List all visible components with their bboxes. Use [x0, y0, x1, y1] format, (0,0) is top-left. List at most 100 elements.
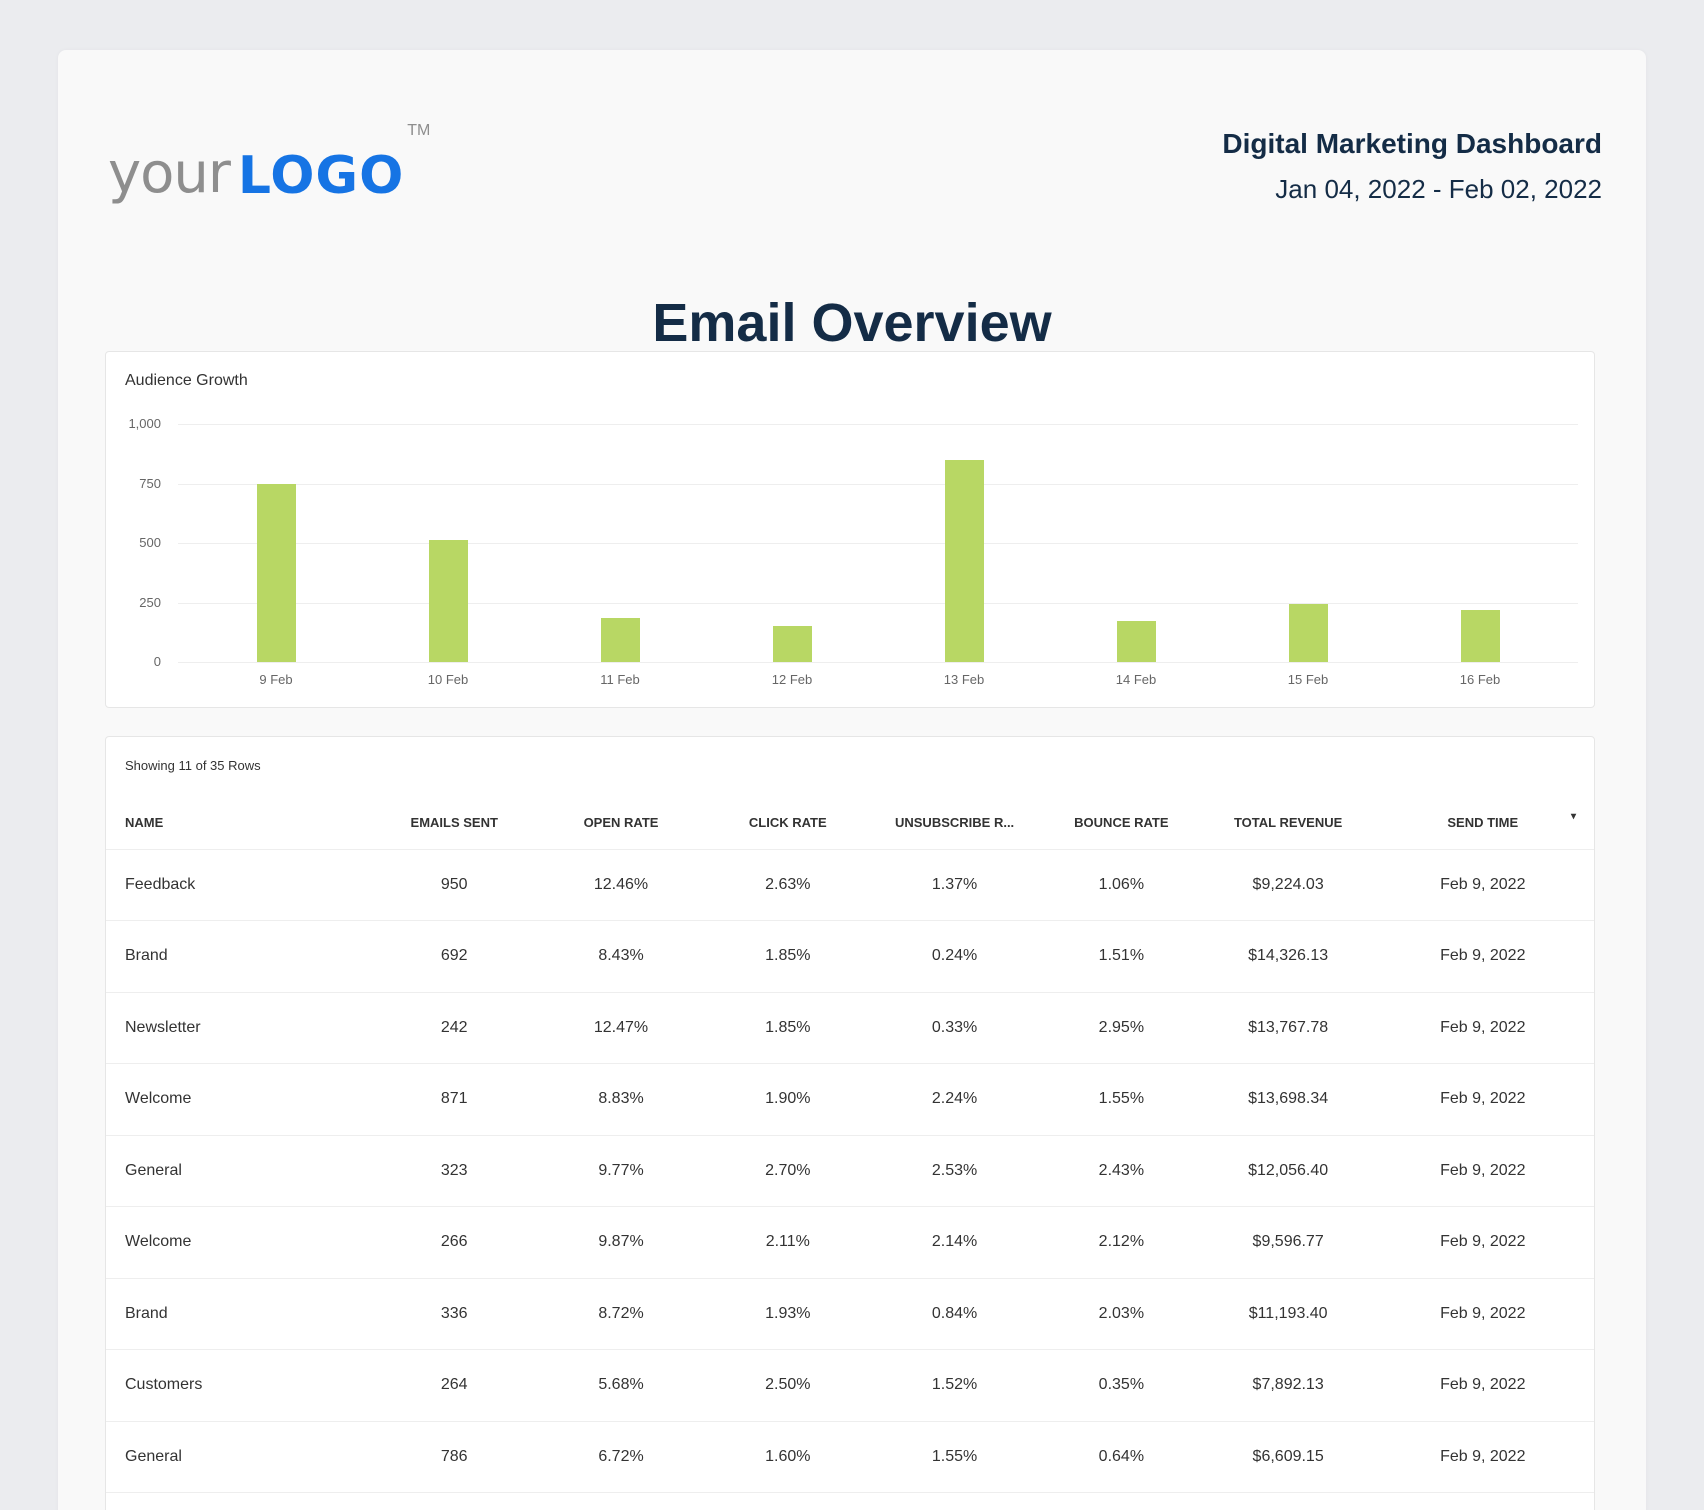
- cell-name: Newsletter: [106, 992, 371, 1064]
- bar[interactable]: [1288, 604, 1328, 662]
- x-axis-tick: 12 Feb: [771, 672, 813, 687]
- column-header-open-rate[interactable]: Open Rate: [537, 797, 705, 850]
- cell-name: General: [106, 1421, 371, 1493]
- cell-click-rate: 2.11%: [704, 1206, 872, 1279]
- table-row[interactable]: Brand 336 8.72% 1.93% 0.84% 2.03% $11,193.40 Fe…: [106, 1278, 1594, 1350]
- cell-total-revenue: $9,224.03: [1204, 849, 1372, 921]
- dashboard-title: Digital Marketing Dashboard: [1222, 128, 1602, 159]
- cell-name: Welcome: [106, 1206, 371, 1279]
- x-axis-tick: 13 Feb: [943, 672, 985, 687]
- cell-send-time: Feb 9, 2022: [1371, 1206, 1594, 1279]
- gridline: [178, 662, 1578, 663]
- table-row[interactable]: Feedback 950 12.46% 2.63% 1.37% 1.06% $9,224.0…: [106, 849, 1594, 921]
- report-header: Digital Marketing Dashboard Jan 04, 2022…: [1222, 128, 1602, 205]
- column-header-emails-sent[interactable]: Emails Sent: [370, 797, 538, 850]
- chart-plot-area: 1,000 750 500 250 0 9 Feb 10 Feb 11 Feb 12 Feb 13…: [128, 416, 1578, 687]
- table-row[interactable]: General 786 6.72% 1.60% 1.55% 0.64% $6,609.15 F…: [106, 1421, 1594, 1493]
- x-axis-tick: 15 Feb: [1287, 672, 1329, 687]
- cell-total-revenue: $13,767.78: [1204, 992, 1372, 1064]
- y-axis-tick: 750: [139, 475, 161, 491]
- bar[interactable]: [256, 483, 296, 662]
- cell-click-rate: 2.50%: [704, 1349, 872, 1422]
- y-axis-tick: 500: [139, 535, 161, 550]
- cell-open-rate: 12.46%: [537, 849, 705, 921]
- logo-brand: LOGO: [237, 146, 405, 206]
- logo-prefix: your: [108, 141, 231, 206]
- table-header-row: Name Emails Sent Open Rate Click Rate Un…: [106, 797, 1594, 850]
- cell-send-time: Feb 9, 2022: [1371, 1421, 1594, 1493]
- cell-emails-sent: 786: [370, 1421, 538, 1493]
- bar[interactable]: [944, 459, 984, 662]
- cell-send-time: Feb 9, 2022: [1371, 920, 1594, 993]
- cell-total-revenue: $6,609.15: [1204, 1421, 1372, 1493]
- send-time-label: Send Time: [1447, 815, 1519, 831]
- cell-bounce-rate: 0.35%: [1037, 1349, 1205, 1422]
- cell-click-rate: 2.63%: [704, 849, 872, 921]
- cell-open-rate: 8.83%: [537, 1063, 705, 1136]
- cell-send-time: Feb 9, 2022: [1371, 1135, 1594, 1207]
- audience-growth-chart: Audience Growth 1,000 750 500 250 0 9 Feb 10 F…: [105, 351, 1595, 708]
- logo: your LOGO TM: [108, 122, 430, 206]
- table-row[interactable]: Welcome 871 8.83% 1.90% 2.24% 1.55% $13,698.34…: [106, 1063, 1594, 1136]
- cell-open-rate: 9.87%: [537, 1206, 705, 1279]
- cell-unsubscribe-rate: 0.33%: [871, 992, 1038, 1064]
- bar[interactable]: [1116, 620, 1156, 662]
- cell-click-rate: 1.60%: [704, 1421, 872, 1493]
- cell-click-rate: 1.90%: [704, 1063, 872, 1136]
- cell-name: Brand: [106, 1278, 371, 1350]
- cell-open-rate: 8.72%: [537, 1278, 705, 1350]
- cell-bounce-rate: 1.06%: [1037, 849, 1205, 921]
- cell-unsubscribe-rate: 1.52%: [871, 1349, 1038, 1422]
- row-count: Showing 11 of 35 Rows: [125, 758, 261, 773]
- email-table: Name Emails Sent Open Rate Click Rate Un…: [106, 797, 1594, 1493]
- x-axis-tick: 11 Feb: [600, 672, 640, 687]
- cell-open-rate: 12.47%: [537, 992, 705, 1064]
- cell-total-revenue: $9,596.77: [1204, 1206, 1372, 1279]
- cell-unsubscribe-rate: 0.24%: [871, 920, 1038, 993]
- cell-open-rate: 9.77%: [537, 1135, 705, 1207]
- cell-emails-sent: 323: [370, 1135, 538, 1207]
- cell-unsubscribe-rate: 1.55%: [871, 1421, 1038, 1493]
- sort-descending-icon[interactable]: ▾: [1570, 811, 1576, 822]
- cell-emails-sent: 266: [370, 1206, 538, 1279]
- cell-click-rate: 1.93%: [704, 1278, 872, 1350]
- bar[interactable]: [1460, 609, 1500, 662]
- column-header-bounce-rate[interactable]: Bounce Rate: [1037, 797, 1205, 850]
- cell-total-revenue: $12,056.40: [1204, 1135, 1372, 1207]
- cell-emails-sent: 336: [370, 1278, 538, 1350]
- cell-emails-sent: 950: [370, 849, 538, 921]
- cell-send-time: Feb 9, 2022: [1371, 1349, 1594, 1422]
- cell-open-rate: 6.72%: [537, 1421, 705, 1493]
- cell-click-rate: 2.70%: [704, 1135, 872, 1207]
- cell-name: Welcome: [106, 1063, 371, 1136]
- cell-send-time: Feb 9, 2022: [1371, 849, 1594, 921]
- cell-unsubscribe-rate: 0.84%: [871, 1278, 1038, 1350]
- column-header-name[interactable]: Name: [106, 797, 371, 850]
- cell-name: Feedback: [106, 849, 371, 921]
- table-row[interactable]: Customers 264 5.68% 2.50% 1.52% 0.35% $7,892.1…: [106, 1349, 1594, 1422]
- cell-open-rate: 8.43%: [537, 920, 705, 993]
- gridline: [178, 543, 1578, 544]
- y-axis-tick: 1,000: [128, 416, 161, 431]
- gridline: [178, 424, 1578, 425]
- table-row[interactable]: Brand 692 8.43% 1.85% 0.24% 1.51% $14,326.13 Fe…: [106, 920, 1594, 993]
- cell-click-rate: 1.85%: [704, 992, 872, 1064]
- cell-unsubscribe-rate: 1.37%: [871, 849, 1038, 921]
- bar[interactable]: [428, 540, 468, 662]
- column-header-total-revenue[interactable]: Total Revenue: [1204, 797, 1372, 850]
- cell-open-rate: 5.68%: [537, 1349, 705, 1422]
- cell-unsubscribe-rate: 2.24%: [871, 1063, 1038, 1136]
- column-header-unsubscribe-rate[interactable]: Unsubscribe R...: [871, 797, 1038, 850]
- y-axis-tick: 250: [139, 594, 161, 610]
- cell-total-revenue: $13,698.34: [1204, 1063, 1372, 1136]
- table-row[interactable]: Newsletter 242 12.47% 1.85% 0.33% 2.95% $13,76…: [106, 992, 1594, 1064]
- bar[interactable]: [600, 617, 640, 662]
- bar[interactable]: [772, 626, 812, 662]
- cell-bounce-rate: 2.03%: [1037, 1278, 1205, 1350]
- column-header-send-time[interactable]: Send Time ▾: [1371, 797, 1594, 850]
- cell-bounce-rate: 2.95%: [1037, 992, 1205, 1064]
- cell-emails-sent: 242: [370, 992, 538, 1064]
- column-header-click-rate[interactable]: Click Rate: [704, 797, 872, 850]
- table-row[interactable]: General 323 9.77% 2.70% 2.53% 2.43% $12,056.40…: [106, 1135, 1594, 1207]
- table-row[interactable]: Welcome 266 9.87% 2.11% 2.14% 2.12% $9,596.77 F…: [106, 1206, 1594, 1279]
